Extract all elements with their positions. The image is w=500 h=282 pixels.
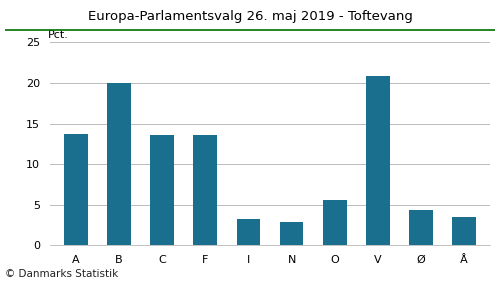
Text: Europa-Parlamentsvalg 26. maj 2019 - Toftevang: Europa-Parlamentsvalg 26. maj 2019 - Tof… <box>88 10 412 23</box>
Bar <box>150 135 174 245</box>
Bar <box>280 222 303 245</box>
Bar <box>194 135 217 245</box>
Bar <box>323 200 346 245</box>
Bar <box>452 217 476 245</box>
Bar <box>64 134 88 245</box>
Text: © Danmarks Statistik: © Danmarks Statistik <box>5 269 118 279</box>
Bar <box>366 76 390 245</box>
Bar <box>236 219 260 245</box>
Bar <box>409 210 433 245</box>
Text: Pct.: Pct. <box>48 30 68 40</box>
Bar <box>107 83 131 245</box>
